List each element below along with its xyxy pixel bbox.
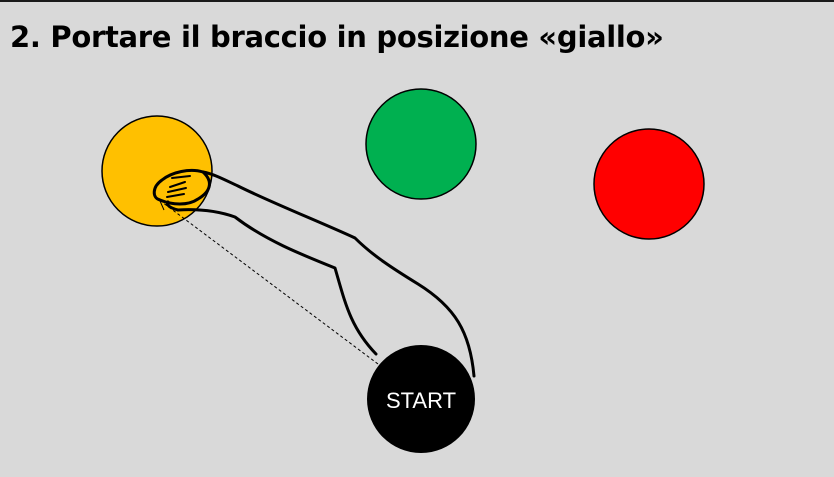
hand-fingers [166, 175, 191, 198]
movement-path-dashed [161, 201, 379, 365]
arm-lower-outline [176, 208, 378, 356]
arm-upper-outline [201, 170, 476, 378]
green-target-circle [365, 88, 477, 200]
start-circle [367, 345, 475, 453]
yellow-target-circle [101, 115, 213, 227]
arm-drawing [152, 168, 476, 378]
slide-title: 2. Portare il braccio in posizione «gial… [10, 20, 664, 54]
start-label: START [385, 388, 457, 413]
hand-outline [152, 168, 211, 206]
red-target-circle [593, 128, 705, 240]
thumb-outline [166, 200, 180, 212]
